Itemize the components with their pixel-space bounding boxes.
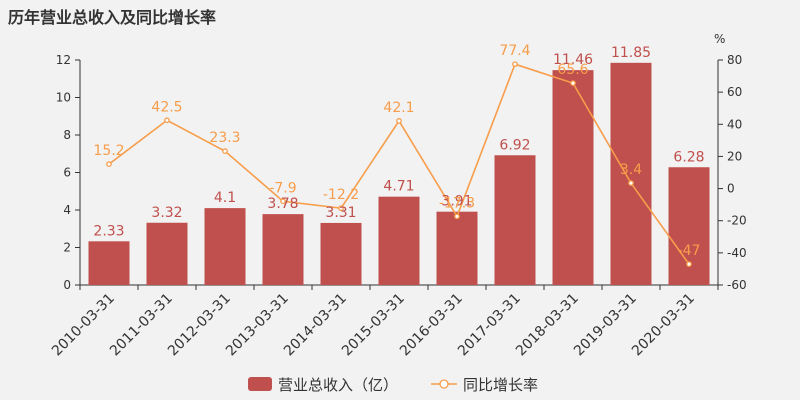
bar [320, 222, 362, 285]
bar [552, 70, 594, 285]
bar [146, 222, 188, 285]
growth-value-label: -17.3 [439, 195, 475, 211]
growth-value-label: 15.2 [93, 143, 124, 159]
bar-value-label: 3.78 [267, 196, 298, 212]
bar [204, 208, 246, 285]
growth-point [454, 213, 460, 220]
legend-bar-label: 营业总收入（亿） [278, 376, 398, 394]
y-right-tick-label: -20 [727, 214, 747, 228]
bar-value-label: 4.71 [383, 179, 414, 195]
y-right-unit-label: % [714, 32, 725, 46]
bar-value-label: 11.85 [611, 45, 651, 61]
y-right-tick-label: 0 [727, 182, 735, 196]
bar [610, 62, 652, 285]
growth-value-label: 65.6 [557, 62, 588, 78]
bar-value-label: 4.1 [214, 190, 236, 206]
growth-value-label: 3.4 [620, 162, 642, 178]
bar [668, 167, 710, 285]
bar [262, 214, 304, 285]
growth-point [338, 205, 344, 212]
y-right-tick-label: 60 [727, 85, 742, 99]
y-right-tick-label: -60 [727, 278, 747, 292]
y-left-tick-label: 0 [63, 278, 71, 292]
growth-point [106, 161, 112, 167]
y-left-tick-label: 4 [63, 203, 71, 217]
y-left-tick-label: 6 [63, 166, 71, 180]
growth-point [512, 61, 518, 68]
y-right-tick-label: 40 [727, 117, 742, 131]
legend-line-marker [439, 379, 449, 389]
growth-value-label: 42.1 [383, 100, 414, 116]
growth-point [164, 117, 170, 124]
bar-value-label: 3.91 [441, 194, 472, 210]
growth-point [222, 148, 228, 154]
bar-value-label: 2.33 [93, 223, 124, 239]
y-left-tick-label: 2 [63, 241, 71, 255]
growth-point [628, 180, 634, 186]
bar [436, 211, 478, 285]
bar [378, 196, 420, 285]
y-left-tick-label: 12 [56, 53, 71, 67]
x-tick-label: 2020-03-31 [629, 291, 698, 360]
bar-value-label: 3.32 [151, 205, 182, 221]
bar-value-label: 6.92 [499, 137, 530, 153]
growth-point [396, 118, 402, 124]
chart-title: 历年营业总收入及同比增长率 [8, 8, 217, 27]
bar-value-label: 3.31 [325, 205, 356, 221]
growth-value-label: 42.5 [151, 99, 182, 115]
y-left-tick-label: 10 [56, 91, 71, 105]
growth-point [570, 80, 576, 86]
y-left-tick-label: 8 [63, 128, 71, 142]
growth-value-label: -12.2 [323, 187, 359, 203]
growth-value-label: 23.3 [209, 130, 240, 146]
y-right-tick-label: 80 [727, 53, 742, 67]
growth-value-label: -47 [678, 243, 701, 259]
bar [88, 241, 130, 285]
y-right-tick-label: -40 [727, 246, 747, 260]
y-right-tick-label: 20 [727, 149, 742, 163]
growth-value-label: 77.4 [499, 43, 530, 59]
legend-line-label: 同比增长率 [463, 376, 538, 394]
bar-value-label: 11.46 [553, 52, 593, 68]
growth-point [280, 198, 286, 205]
bar [494, 155, 536, 285]
legend-bar-swatch [248, 377, 272, 391]
growth-point [686, 261, 692, 267]
bar-value-label: 6.28 [673, 149, 704, 165]
growth-value-label: -7.9 [269, 180, 296, 196]
